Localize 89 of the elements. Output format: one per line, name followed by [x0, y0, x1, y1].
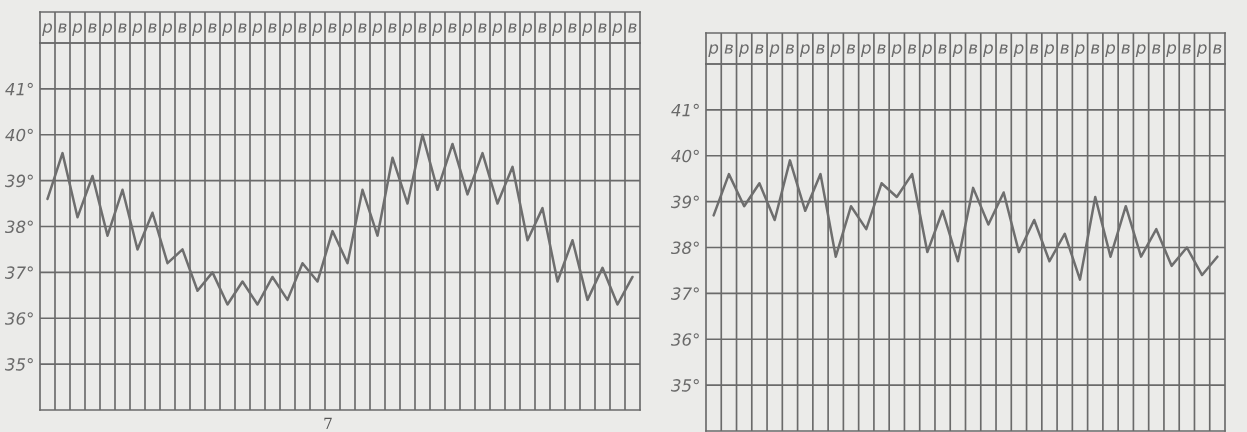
x-tick-label: в	[968, 44, 978, 54]
y-tick-label: 38°	[670, 241, 699, 255]
x-tick-label: в	[388, 23, 397, 33]
x-tick-label: в	[1213, 44, 1222, 54]
x-tick-label: р	[922, 44, 932, 58]
x-tick-label: в	[268, 23, 277, 33]
y-tick-label: 37°	[4, 266, 33, 279]
x-tick-label: р	[192, 23, 203, 37]
x-tick-label: в	[118, 23, 127, 33]
x-tick-label: в	[448, 23, 457, 33]
x-tick-label: р	[432, 23, 443, 37]
x-tick-label: в	[478, 23, 487, 33]
x-tick-label: р	[1105, 44, 1116, 58]
x-tick-label: р	[891, 44, 902, 58]
x-tick-label: в	[148, 23, 157, 33]
y-tick-label: 36°	[670, 333, 699, 346]
y-tick-label: 41°	[671, 103, 699, 117]
x-tick-label: в	[1152, 44, 1161, 54]
x-tick-label: р	[552, 23, 563, 37]
x-tick-label: в	[508, 23, 517, 33]
x-tick-label: в	[238, 23, 247, 33]
x-tick-label: р	[372, 23, 383, 37]
x-tick-label: р	[708, 44, 719, 58]
x-tick-label: в	[999, 44, 1008, 54]
x-tick-label: р	[738, 44, 749, 58]
y-tick-label: 41°	[5, 82, 33, 96]
x-tick-label: р	[1044, 44, 1054, 58]
x-tick-label: в	[178, 23, 187, 33]
x-tick-label: р	[402, 23, 413, 37]
x-tick-label: р	[860, 44, 871, 58]
x-tick-label: в	[628, 23, 637, 33]
x-tick-label: р	[462, 23, 473, 37]
x-tick-label: р	[282, 23, 293, 37]
y-tick-label: 40°	[5, 128, 33, 142]
x-tick-label: в	[846, 44, 856, 54]
x-tick-label: р	[1135, 44, 1146, 58]
x-tick-label: р	[102, 23, 113, 37]
x-tick-label: в	[907, 44, 917, 54]
x-tick-label: в	[755, 44, 764, 54]
x-tick-label: в	[358, 23, 367, 33]
x-tick-label: в	[88, 23, 97, 33]
x-tick-label: р	[1074, 44, 1085, 58]
x-tick-label: в	[328, 23, 337, 33]
y-tick-label: 39°	[670, 195, 699, 209]
x-tick-label: р	[252, 23, 263, 37]
x-tick-label: р	[312, 23, 323, 37]
x-tick-label: в	[816, 44, 825, 54]
x-tick-label: в	[598, 23, 607, 33]
x-tick-label: в	[877, 44, 886, 54]
x-tick-label: в	[1029, 44, 1039, 54]
x-tick-label: р	[983, 44, 993, 58]
x-tick-label: р	[42, 23, 53, 37]
x-tick-label: в	[724, 44, 733, 54]
x-tick-label: в	[1182, 44, 1191, 54]
y-tick-label: 40°	[671, 149, 699, 163]
x-tick-label: р	[830, 44, 841, 58]
x-tick-label: в	[1060, 44, 1069, 54]
x-tick-label: р	[132, 23, 143, 37]
x-tick-label: в	[785, 44, 794, 54]
x-tick-label: р	[72, 23, 83, 37]
x-tick-label: в	[208, 23, 217, 33]
x-tick-label: в	[1121, 44, 1130, 54]
y-tick-label: 39°	[4, 174, 33, 188]
x-tick-label: в	[298, 23, 307, 33]
x-tick-label: в	[1090, 44, 1100, 54]
x-tick-label: р	[162, 23, 173, 37]
x-tick-label: р	[222, 23, 233, 37]
text: 7	[324, 417, 332, 429]
x-tick-label: р	[952, 44, 963, 58]
y-tick-label: 35°	[4, 358, 33, 371]
x-tick-label: р	[1166, 44, 1177, 58]
x-tick-label: в	[938, 44, 947, 54]
x-tick-label: р	[612, 23, 623, 37]
x-tick-label: р	[799, 44, 810, 58]
y-tick-label: 36°	[4, 312, 33, 325]
y-tick-label: 37°	[670, 287, 699, 300]
x-tick-label: в	[538, 23, 547, 33]
y-tick-label: 35°	[670, 379, 699, 392]
x-tick-label: р	[1013, 44, 1024, 58]
x-tick-label: р	[1196, 44, 1207, 58]
x-tick-label: р	[492, 23, 503, 37]
x-tick-label: р	[342, 23, 353, 37]
x-tick-label: р	[769, 44, 780, 58]
x-tick-label: р	[522, 23, 533, 37]
x-tick-label: р	[582, 23, 593, 37]
x-tick-label: в	[568, 23, 577, 33]
x-tick-label: в	[418, 23, 427, 33]
y-tick-label: 38°	[4, 220, 33, 234]
x-tick-label: в	[58, 23, 67, 33]
